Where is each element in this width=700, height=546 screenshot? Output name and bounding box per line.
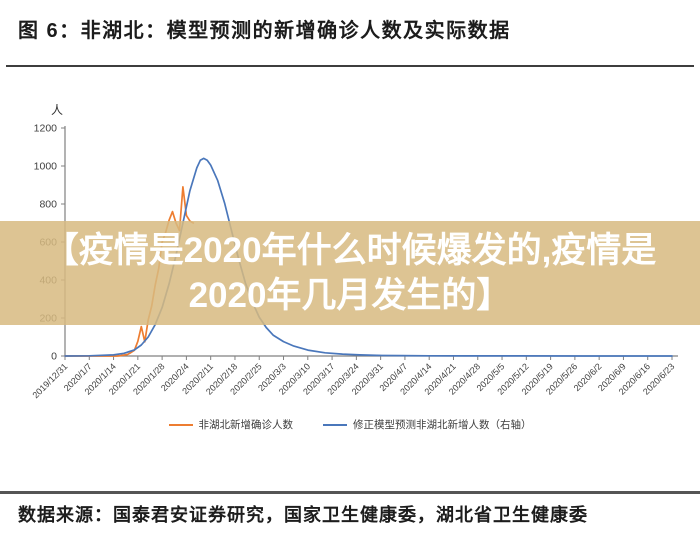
svg-text:2019/12/31: 2019/12/31 bbox=[30, 361, 69, 400]
legend-line-actual-icon bbox=[168, 423, 193, 426]
data-source-text: 数据来源：国泰君安证券研究，国家卫生健康委，湖北省卫生健康委 bbox=[18, 505, 588, 525]
watermark-text-line1: 【疫情是2020年什么时候爆发的,疫情是 bbox=[43, 231, 657, 270]
chart-legend: 非湖北新增确诊人数 修正模型预测非湖北新增人数（右轴） bbox=[0, 417, 700, 432]
watermark-text-line2: 2020年几月发生的】 bbox=[188, 276, 512, 315]
svg-text:1000: 1000 bbox=[34, 161, 58, 173]
svg-text:人: 人 bbox=[51, 103, 63, 117]
legend-label-model: 修正模型预测非湖北新增人数（右轴） bbox=[353, 419, 532, 431]
legend-item-model: 修正模型预测非湖北新增人数（右轴） bbox=[323, 417, 532, 432]
svg-text:0: 0 bbox=[51, 351, 57, 363]
source-divider bbox=[0, 491, 700, 494]
figure-title: 图 6：非湖北：模型预测的新增确诊人数及实际数据 bbox=[18, 20, 511, 42]
svg-text:1200: 1200 bbox=[34, 123, 58, 135]
legend-label-actual: 非湖北新增确诊人数 bbox=[198, 419, 294, 431]
title-divider bbox=[6, 65, 694, 67]
svg-text:800: 800 bbox=[39, 199, 57, 211]
legend-item-actual: 非湖北新增确诊人数 bbox=[168, 417, 294, 432]
watermark-overlay-banner: 【疫情是2020年什么时候爆发的,疫情是 2020年几月发生的】 bbox=[0, 221, 700, 325]
legend-line-model-icon bbox=[323, 423, 347, 426]
